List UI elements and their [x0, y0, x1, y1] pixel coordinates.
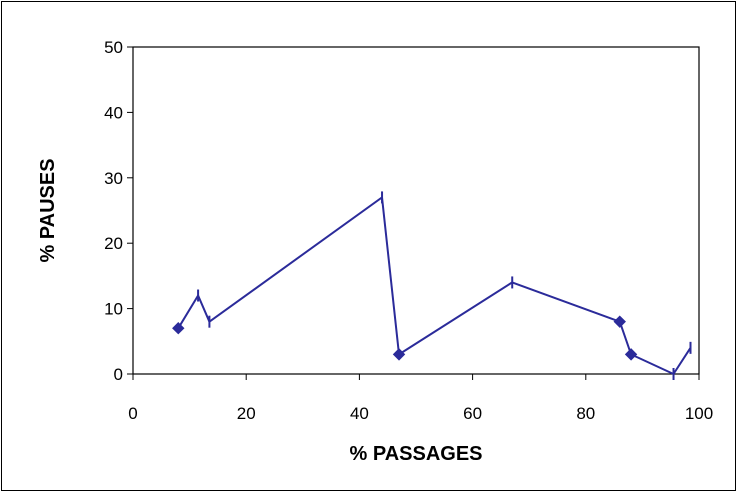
data-point-diamond: [392, 348, 406, 361]
x-axis-ticks: 0 20 40 60 80 100: [128, 374, 713, 423]
x-tick-label: 20: [237, 404, 256, 423]
y-axis-ticks: 0 10 20 30 40 50: [104, 38, 133, 384]
data-point-diamond: [624, 348, 638, 361]
x-tick-label: 0: [128, 404, 137, 423]
y-tick-label: 0: [114, 365, 123, 384]
y-axis-title: % PAUSES: [37, 158, 59, 262]
y-tick-label: 50: [104, 38, 123, 57]
x-tick-label: 60: [463, 404, 482, 423]
y-tick-label: 10: [104, 300, 123, 319]
x-tick-label: 80: [576, 404, 595, 423]
x-tick-label: 100: [685, 404, 713, 423]
y-tick-label: 30: [104, 169, 123, 188]
data-point-diamond: [613, 315, 626, 328]
series-layer: [172, 191, 692, 380]
y-tick-label: 40: [104, 103, 123, 122]
x-tick-label: 40: [350, 404, 369, 423]
data-point-diamond: [172, 322, 185, 335]
x-axis-title: % PASSAGES: [350, 443, 483, 465]
y-tick-label: 20: [104, 234, 123, 253]
plot-area: [132, 46, 700, 375]
series-line: [177, 196, 692, 375]
